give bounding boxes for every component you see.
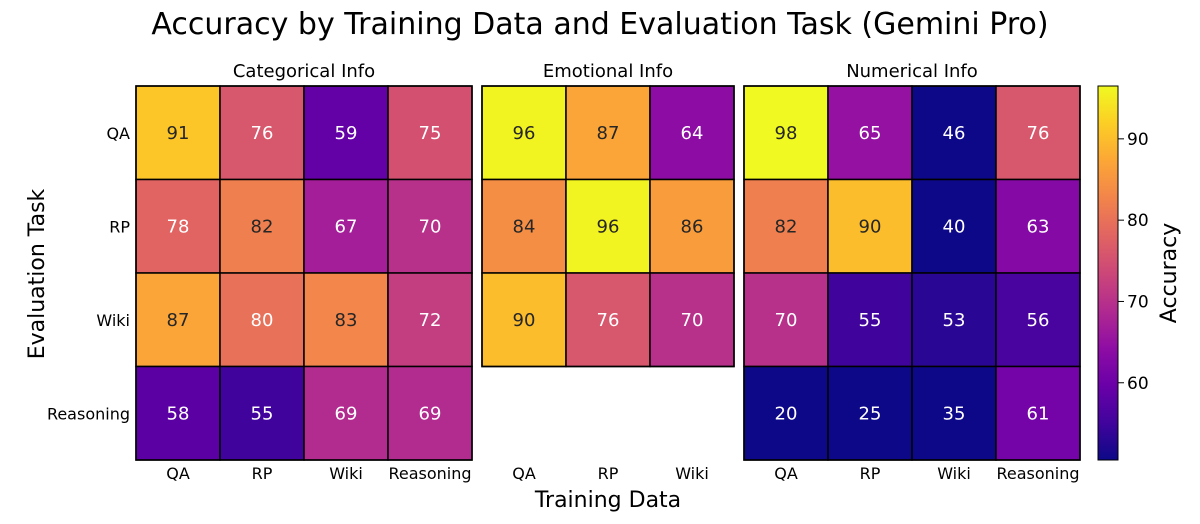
chart-title: Accuracy by Training Data and Evaluation… (151, 7, 1048, 42)
cell-value-label: 63 (1027, 216, 1050, 237)
y-tick-label: QA (106, 124, 130, 143)
heatmap-cell (565, 85, 651, 181)
y-axis-label: Evaluation Task (25, 188, 50, 359)
x-tick-label: QA (774, 464, 798, 483)
cell-value-label: 56 (1027, 310, 1050, 331)
panel-categorical-info: Categorical Info 91 76 59 75 78 82 67 70 87 80 83 72… (47, 61, 473, 483)
cell-value-label: 91 (167, 123, 190, 144)
cell-value-label: 35 (943, 403, 966, 424)
panel-border (743, 85, 1081, 461)
heatmap-cell (135, 85, 221, 181)
cell-value-label: 87 (597, 123, 620, 144)
cell-value-label: 76 (1027, 123, 1050, 144)
cell-value-label: 83 (335, 310, 358, 331)
cell-value-label: 87 (167, 310, 190, 331)
colorbar-gradient (1097, 85, 1119, 461)
heatmap-cell (827, 272, 913, 368)
cell-value-label: 64 (681, 123, 704, 144)
colorbar-tick-label: 60 (1127, 374, 1149, 394)
cell-value-label: 70 (419, 216, 442, 237)
cell-value-label: 65 (859, 123, 882, 144)
cell-value-label: 25 (859, 403, 882, 424)
heatmap-cell (827, 178, 913, 274)
cell-value-label: 78 (167, 216, 190, 237)
cell-value-label: 84 (513, 216, 536, 237)
heatmap-cell (995, 85, 1081, 181)
cell-value-label: 53 (943, 310, 966, 331)
cell-value-label: 98 (775, 123, 798, 144)
cell-value-label: 90 (859, 216, 882, 237)
cell-value-label: 20 (775, 403, 798, 424)
cell-value-label: 76 (597, 310, 620, 331)
x-tick-label: Wiki (937, 464, 971, 483)
heatmap-cell (995, 178, 1081, 274)
colorbar: Accuracy 60 70 80 90 (1097, 85, 1182, 461)
panel-emotional-info: Emotional Info 96 87 64 84 96 86 90 76 70 QA RP Wiki (481, 61, 735, 483)
heatmap-cell (219, 365, 305, 461)
cell-value-label: 69 (335, 403, 358, 424)
cell-value-label: 55 (859, 310, 882, 331)
x-tick-label: QA (512, 464, 536, 483)
x-axis-label: Training Data (534, 488, 681, 513)
panel-border (481, 85, 735, 368)
cell-value-label: 46 (943, 123, 966, 144)
heatmap-cell (387, 272, 473, 368)
cell-value-label: 82 (251, 216, 274, 237)
heatmap-cell (387, 178, 473, 274)
heatmap-cell (743, 272, 829, 368)
x-tick-label: QA (166, 464, 190, 483)
cell-value-label: 61 (1027, 403, 1050, 424)
heatmap-cell (565, 178, 651, 274)
colorbar-tick-label: 70 (1127, 292, 1149, 312)
heatmap-cell (995, 272, 1081, 368)
heatmap-cell (649, 178, 735, 274)
x-tick-label: Wiki (329, 464, 363, 483)
x-tick-label: Reasoning (996, 464, 1079, 483)
x-tick-label: Reasoning (388, 464, 471, 483)
x-tick-label: RP (252, 464, 273, 483)
x-tick-label: Wiki (675, 464, 709, 483)
panel-title: Emotional Info (543, 61, 673, 82)
panel-numerical-info: Numerical Info 98 65 46 76 82 90 40 63 70 55 53 56 20… (743, 61, 1081, 483)
cell-value-label: 86 (681, 216, 704, 237)
cell-value-label: 67 (335, 216, 358, 237)
heatmap-cell (219, 85, 305, 181)
cell-value-label: 90 (513, 310, 536, 331)
panel-title: Categorical Info (233, 61, 375, 82)
cell-value-label: 75 (419, 123, 442, 144)
cell-value-label: 40 (943, 216, 966, 237)
cell-value-label: 96 (513, 123, 536, 144)
x-tick-label: RP (860, 464, 881, 483)
heatmap-cell (219, 178, 305, 274)
heatmap-cell (481, 178, 567, 274)
cell-value-label: 55 (251, 403, 274, 424)
cell-value-label: 80 (251, 310, 274, 331)
cell-value-label: 70 (681, 310, 704, 331)
heatmap-panels: Categorical Info 91 76 59 75 78 82 67 70 87 80 83 72… (47, 61, 1081, 483)
heatmap-cell (743, 365, 829, 461)
cell-value-label: 59 (335, 123, 358, 144)
heatmap-cell (911, 365, 997, 461)
heatmap-cell (387, 365, 473, 461)
x-tick-label: RP (598, 464, 619, 483)
colorbar-tick-label: 90 (1127, 130, 1149, 150)
panel-border (135, 85, 473, 461)
heatmap-cell (481, 272, 567, 368)
cell-value-label: 72 (419, 310, 442, 331)
cell-value-label: 82 (775, 216, 798, 237)
colorbar-tick-label: 80 (1127, 211, 1149, 231)
y-tick-label: Wiki (96, 311, 130, 330)
cell-value-label: 76 (251, 123, 274, 144)
cell-value-label: 70 (775, 310, 798, 331)
heatmap-cell (219, 272, 305, 368)
y-tick-label: RP (109, 217, 130, 236)
panel-title: Numerical Info (846, 61, 978, 82)
y-tick-label: Reasoning (47, 404, 130, 423)
colorbar-label: Accuracy (1157, 223, 1182, 323)
cell-value-label: 69 (419, 403, 442, 424)
cell-value-label: 96 (597, 216, 620, 237)
cell-value-label: 58 (167, 403, 190, 424)
